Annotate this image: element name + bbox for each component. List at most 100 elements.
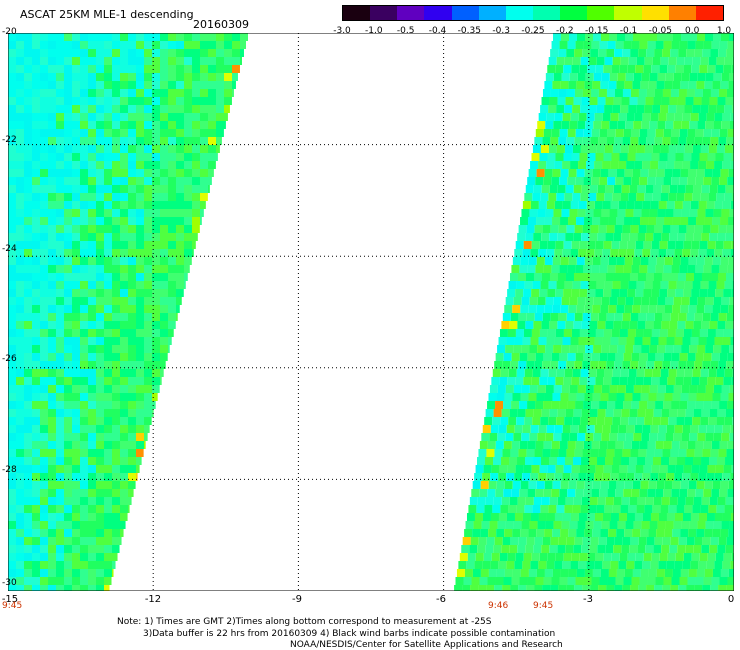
swath-cell: [200, 89, 208, 97]
swath-cell: [176, 273, 184, 281]
swath-cell: [152, 305, 160, 313]
swath-cell: [687, 265, 696, 273]
swath-cell: [24, 537, 32, 545]
swath-cell: [681, 73, 690, 81]
swath-cell: [570, 425, 579, 433]
swath-cell: [601, 33, 609, 41]
swath-cell: [499, 377, 508, 385]
swath-cell: [56, 441, 64, 449]
swath-cell: [588, 417, 597, 425]
swath-cell: [607, 129, 616, 137]
swath-cell: [678, 137, 687, 145]
swath-cell: [200, 177, 208, 185]
swath-cell: [208, 73, 216, 81]
swath-cell: [731, 65, 734, 73]
swath-cell: [48, 561, 56, 569]
swath-cell: [32, 33, 40, 41]
swath-cell: [96, 449, 104, 457]
swath-cell: [723, 553, 732, 561]
swath-cell: [644, 145, 653, 153]
swath-cell: [644, 281, 653, 289]
swath-cell: [607, 489, 616, 497]
swath-cell: [712, 169, 721, 177]
swath-cell: [88, 505, 96, 513]
swath-cell: [96, 401, 104, 409]
swath-cell: [120, 425, 128, 433]
swath-cell: [64, 465, 72, 473]
swath-cell: [499, 465, 508, 473]
swath-cell: [634, 425, 643, 433]
swath-cell: [16, 321, 24, 329]
swath-cell: [552, 169, 561, 177]
swath-cell: [32, 209, 40, 217]
swath-cell: [667, 465, 676, 473]
swath-cell: [637, 273, 646, 281]
swath-cell: [96, 81, 104, 89]
swath-cell: [719, 441, 728, 449]
swath-cell: [539, 289, 548, 297]
swath-cell: [16, 265, 24, 273]
swath-cell: [152, 57, 160, 65]
swath-cell: [547, 377, 556, 385]
swath-cell: [176, 73, 184, 81]
swath-cell: [578, 561, 587, 569]
swath-cell: [8, 65, 16, 73]
swath-cell: [682, 337, 691, 345]
swath-cell: [711, 441, 720, 449]
swath-cell: [8, 169, 16, 177]
swath-cell: [682, 425, 691, 433]
swath-cell: [568, 529, 577, 537]
swath-cell: [725, 409, 734, 417]
swath-cell: [494, 361, 503, 369]
swath-cell: [80, 505, 88, 513]
swath-cell: [200, 49, 208, 57]
swath-cell: [475, 465, 484, 473]
swath-cell: [548, 105, 557, 113]
swath-cell: [517, 545, 526, 553]
swath-cell: [176, 113, 184, 121]
swath-cell: [556, 145, 565, 153]
swath-cell: [566, 361, 575, 369]
swath-cell: [566, 537, 575, 545]
swath-cell: [8, 481, 16, 489]
swath-cell: [629, 545, 638, 553]
swath-cell: [723, 377, 732, 385]
swath-cell: [575, 441, 584, 449]
swath-cell: [56, 497, 64, 505]
swath-cell: [584, 305, 593, 313]
swath-cell: [528, 393, 537, 401]
swath-cell: [499, 329, 508, 337]
swath-cell: [558, 137, 567, 145]
swath-cell: [600, 217, 609, 225]
swath-cell: [96, 457, 104, 465]
swath-cell: [628, 193, 637, 201]
swath-cell: [152, 177, 160, 185]
swath-cell: [645, 457, 654, 465]
swath-cell: [104, 241, 112, 249]
swath-cell: [675, 289, 684, 297]
swath-cell: [605, 409, 614, 417]
swath-cell: [120, 185, 128, 193]
swath-cell: [555, 153, 564, 161]
swath-cell: [732, 193, 734, 201]
swath-cell: [630, 137, 639, 145]
swath-cell: [136, 465, 140, 473]
swath-cell: [567, 489, 576, 497]
swath-cell: [606, 449, 615, 457]
swath-cell: [623, 401, 632, 409]
colorbar-label: 1.0: [716, 26, 732, 36]
swath-cell: [600, 481, 609, 489]
swath-cell: [678, 225, 687, 233]
swath-cell: [526, 537, 535, 545]
swath-cell: [583, 265, 592, 273]
swath-cell: [8, 489, 16, 497]
swath-cell: [714, 161, 723, 169]
swath-cell: [551, 577, 560, 585]
swath-cell: [80, 489, 88, 497]
swath-cell: [16, 129, 24, 137]
swath-cell: [562, 425, 571, 433]
swath-cell: [501, 545, 510, 553]
swath-cell: [32, 505, 40, 513]
swath-cell: [48, 529, 56, 537]
swath-cell: [136, 177, 144, 185]
